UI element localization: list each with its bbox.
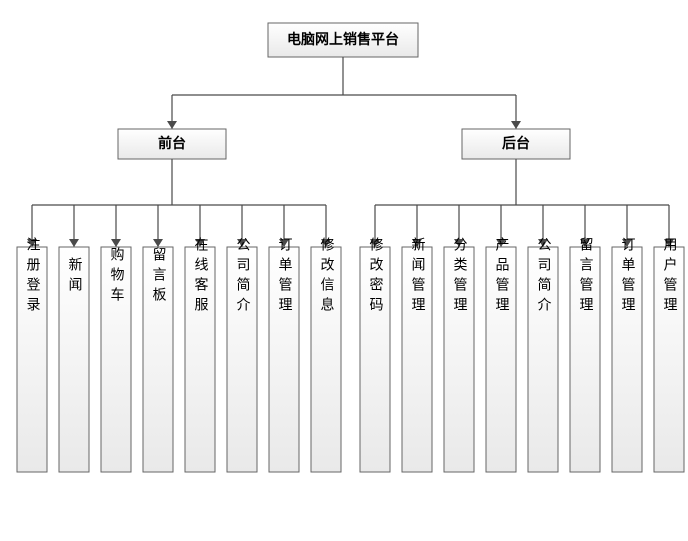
leaf-label: 在线客服 <box>193 237 209 317</box>
leaf-label: 留言板 <box>151 247 167 307</box>
leaf-label: 新闻 <box>67 257 83 297</box>
leaf-label: 新闻管理 <box>410 237 426 317</box>
leaf-label: 订单管理 <box>277 237 293 317</box>
leaf-label: 注册登录 <box>25 237 41 317</box>
arrowhead-icon <box>69 239 79 247</box>
root-label: 电脑网上销售平台 <box>287 31 399 48</box>
leaf-label: 公司简介 <box>536 237 552 317</box>
leaf-label: 修改信息 <box>319 237 335 317</box>
arrowhead-icon <box>153 239 163 247</box>
branch-label-back: 后台 <box>502 135 530 152</box>
branch-label-front: 前台 <box>158 135 186 152</box>
leaf-label: 订单管理 <box>620 237 636 317</box>
org-tree-diagram: 电脑网上销售平台前台 后台注册登录 新闻 购物车 留言板 在线客服 公司简介 订单管理 修改信息… <box>0 0 688 541</box>
leaf-label: 留言管理 <box>578 237 594 317</box>
arrowhead-icon <box>511 121 521 129</box>
leaf-label: 用户管理 <box>662 237 678 317</box>
leaf-label: 产品管理 <box>494 237 510 317</box>
leaf-label: 分类管理 <box>452 237 468 317</box>
leaf-label: 公司简介 <box>235 237 251 317</box>
arrowhead-icon <box>111 239 121 247</box>
leaf-label: 购物车 <box>109 247 125 307</box>
leaf-label: 修改密码 <box>368 237 384 317</box>
arrowhead-icon <box>167 121 177 129</box>
